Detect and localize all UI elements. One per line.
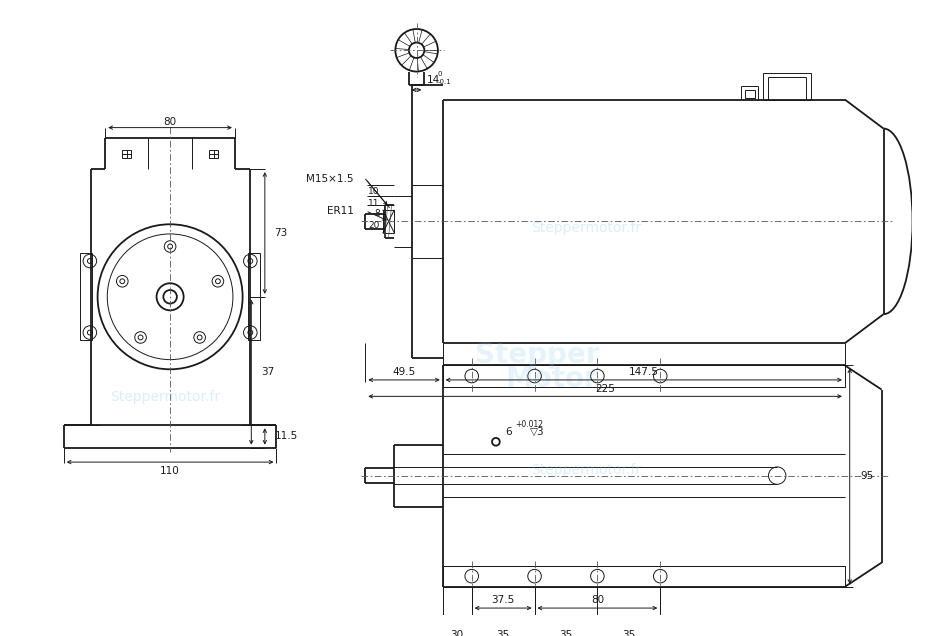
Text: ER11: ER11 (327, 205, 354, 216)
Text: M15×1.5: M15×1.5 (306, 174, 354, 184)
Text: 225: 225 (595, 384, 615, 394)
Text: 49.5: 49.5 (392, 367, 415, 377)
Text: Stepper: Stepper (476, 340, 600, 368)
Text: Steppermotor.fr: Steppermotor.fr (531, 462, 641, 477)
Text: 110: 110 (160, 466, 180, 476)
Bar (443, 565, 844, 587)
Text: 11.5: 11.5 (274, 431, 298, 441)
Text: 147.5: 147.5 (629, 367, 659, 377)
Text: -0.1: -0.1 (438, 79, 451, 85)
Text: 8: 8 (375, 209, 380, 218)
Bar (763, 73, 811, 100)
Text: 95: 95 (860, 471, 873, 481)
Text: 37: 37 (261, 367, 274, 377)
Text: 35: 35 (622, 630, 635, 636)
Bar (248, 253, 260, 340)
Text: 80: 80 (590, 595, 604, 605)
Text: Motor: Motor (505, 364, 599, 392)
Text: 37.5: 37.5 (491, 595, 514, 605)
Text: 11: 11 (368, 200, 380, 209)
Text: ▽3: ▽3 (529, 427, 544, 437)
Text: 80: 80 (163, 117, 177, 127)
Text: 6: 6 (505, 427, 513, 437)
Bar (121, 150, 132, 158)
Bar (443, 366, 844, 387)
Bar (745, 90, 755, 98)
Text: 0: 0 (438, 71, 442, 78)
Text: 14: 14 (427, 75, 440, 85)
Text: +0.012: +0.012 (515, 420, 543, 429)
Text: 73: 73 (274, 228, 287, 238)
Text: 10: 10 (368, 187, 380, 196)
Text: 20: 20 (369, 221, 380, 230)
Bar (383, 210, 394, 233)
Text: Steppermotor.fr: Steppermotor.fr (531, 221, 641, 235)
Bar (81, 253, 92, 340)
Text: 35: 35 (559, 630, 573, 636)
Text: 35: 35 (497, 630, 510, 636)
Text: 30: 30 (451, 630, 464, 636)
Text: Steppermotor.fr: Steppermotor.fr (110, 391, 221, 404)
Bar (209, 150, 219, 158)
